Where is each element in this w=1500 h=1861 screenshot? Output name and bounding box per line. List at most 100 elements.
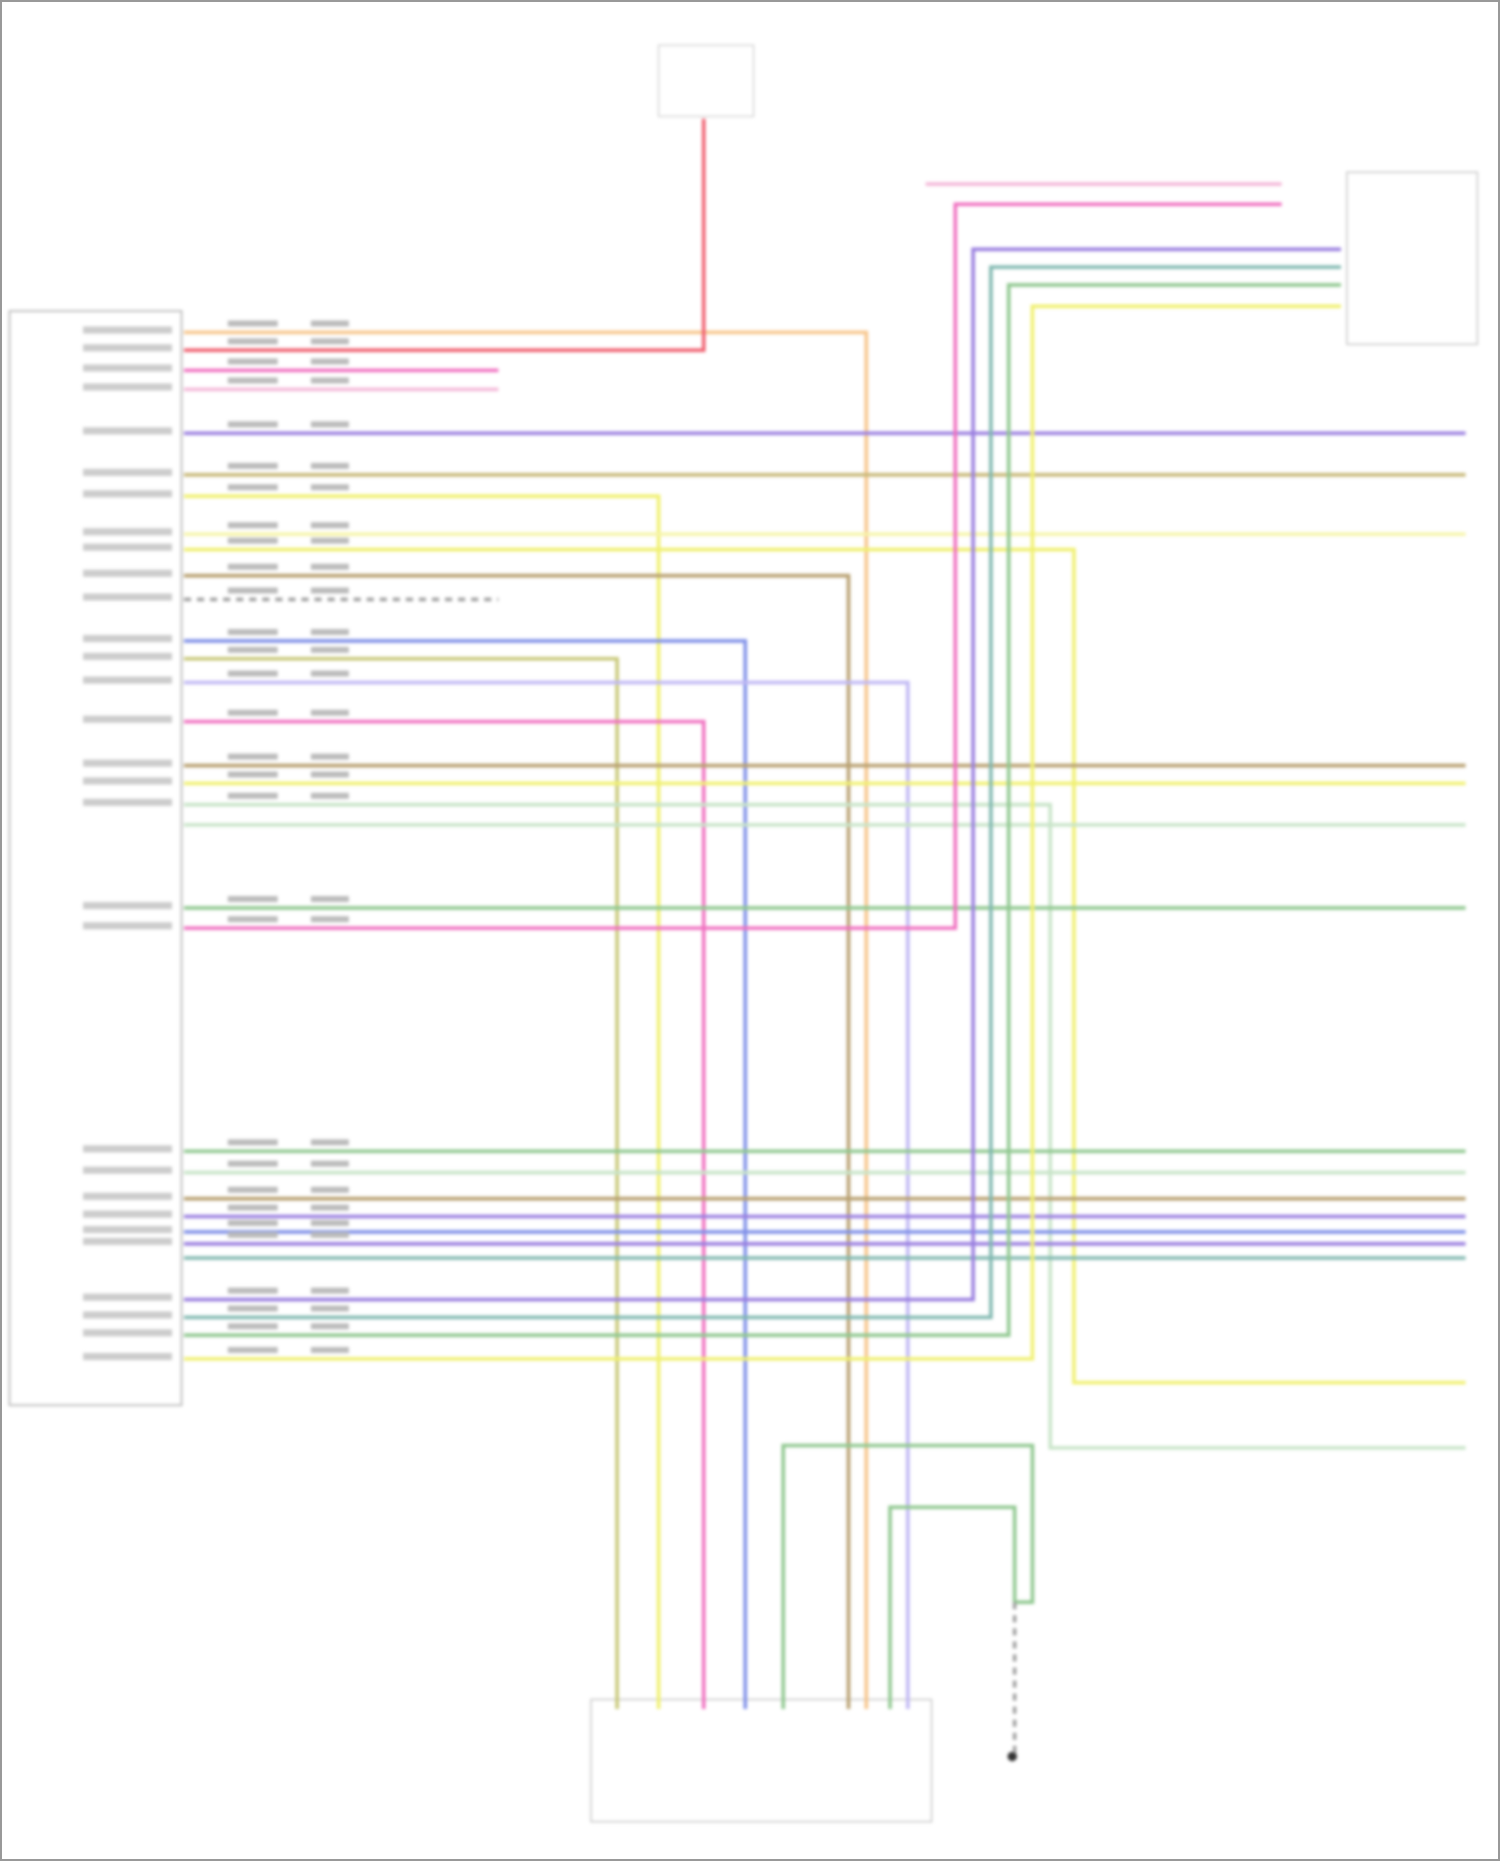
pin-label xyxy=(83,543,173,551)
wire-blue xyxy=(183,639,748,1709)
wire-size-label xyxy=(310,1347,349,1353)
pin-label xyxy=(83,777,173,785)
wire-code-label xyxy=(227,537,278,544)
module-left-box xyxy=(8,310,183,1407)
wire-size-label xyxy=(310,1160,349,1167)
wire-size-label xyxy=(310,1231,349,1238)
wire-size-label xyxy=(310,338,349,345)
wire-size-label xyxy=(310,358,349,365)
wire-size-label xyxy=(310,1305,349,1312)
pin-label xyxy=(83,1311,173,1319)
pin-label xyxy=(83,569,173,577)
wire-size-label xyxy=(310,1323,349,1330)
wire-size-label xyxy=(310,320,349,327)
wire-code-label xyxy=(227,771,278,778)
wire-code-label xyxy=(227,629,278,636)
pin-label xyxy=(83,902,173,910)
wire-code-label xyxy=(227,522,278,529)
wire-size-label xyxy=(310,646,349,653)
wire-lavender xyxy=(183,680,910,1709)
pin-label xyxy=(83,528,173,536)
wire-code-label xyxy=(227,338,278,345)
wire-code-label xyxy=(227,1139,278,1146)
wire-green xyxy=(888,1505,1017,1709)
wire-code-label xyxy=(227,753,278,760)
pin-label xyxy=(83,1210,173,1218)
wire-code-label xyxy=(227,320,278,327)
pin-label xyxy=(83,427,173,435)
pin-label xyxy=(83,490,173,498)
wire-code-label xyxy=(227,1305,278,1312)
wire-size-label xyxy=(310,1287,349,1294)
wire-code-label xyxy=(227,358,278,365)
wire-code-label xyxy=(227,484,278,491)
wire-teal xyxy=(183,265,1341,1320)
wire-green xyxy=(781,1443,1035,1709)
wire-size-label xyxy=(310,771,349,778)
pin-label xyxy=(83,1329,173,1337)
pin-label xyxy=(83,383,173,391)
wire-size-label xyxy=(310,629,349,636)
connector-bottom xyxy=(590,1698,933,1823)
wire-code-label xyxy=(227,1186,278,1193)
pin-label xyxy=(83,1225,173,1234)
pin-label xyxy=(83,676,173,684)
wire-code-label xyxy=(227,563,278,570)
wire-size-label xyxy=(310,537,349,544)
pin-label xyxy=(83,468,173,476)
pin-label xyxy=(83,635,173,643)
ground-icon xyxy=(1007,1751,1018,1762)
pin-label xyxy=(83,593,173,601)
wire-size-label xyxy=(310,484,349,491)
wire-light_green xyxy=(183,802,1466,1450)
wire-code-label xyxy=(227,896,278,903)
fuse-box-top xyxy=(658,44,755,118)
wire-yellow xyxy=(183,494,661,1709)
pin-label xyxy=(83,326,173,334)
pin-label xyxy=(83,1293,173,1301)
wire-code-label xyxy=(227,462,278,469)
wire-code-label xyxy=(227,1231,278,1238)
pin-label xyxy=(83,652,173,660)
connector-top-right xyxy=(1346,171,1479,345)
wire-size-label xyxy=(310,1139,349,1146)
wire-code-label xyxy=(227,1160,278,1167)
wire-code-label xyxy=(227,1347,278,1353)
wire-code-label xyxy=(227,587,278,594)
wire-orange xyxy=(183,330,869,1709)
wire-pink xyxy=(183,719,706,1709)
pin-label xyxy=(83,1166,173,1174)
wire-code-label xyxy=(227,1204,278,1211)
wire-purple xyxy=(183,247,1341,1302)
wire-size-label xyxy=(310,916,349,923)
pin-label xyxy=(83,364,173,372)
wire-size-label xyxy=(310,1220,349,1226)
wire-size-label xyxy=(310,421,349,428)
pin-label xyxy=(83,1192,173,1200)
wire-size-label xyxy=(310,1186,349,1193)
wire-code-label xyxy=(227,1220,278,1226)
pin-label xyxy=(83,798,173,806)
wire-size-label xyxy=(310,563,349,570)
pin-label xyxy=(83,1145,173,1153)
wire-size-label xyxy=(310,377,349,384)
wire-green xyxy=(183,283,1341,1337)
wire-code-label xyxy=(227,1287,278,1294)
wire-size-label xyxy=(310,709,349,716)
wire-size-label xyxy=(310,670,349,677)
wire-size-label xyxy=(310,753,349,760)
wire-yellow xyxy=(183,304,1341,1361)
pin-label xyxy=(83,759,173,767)
pin-label xyxy=(83,1237,173,1245)
wire-code-label xyxy=(227,421,278,428)
wire-size-label xyxy=(310,587,349,594)
wire-code-label xyxy=(227,646,278,653)
wire-olive xyxy=(183,656,619,1709)
wire-code-label xyxy=(227,377,278,384)
wire-size-label xyxy=(310,522,349,529)
wire-yellow xyxy=(183,547,1466,1385)
pin-label xyxy=(83,715,173,723)
pin-label xyxy=(83,344,173,352)
